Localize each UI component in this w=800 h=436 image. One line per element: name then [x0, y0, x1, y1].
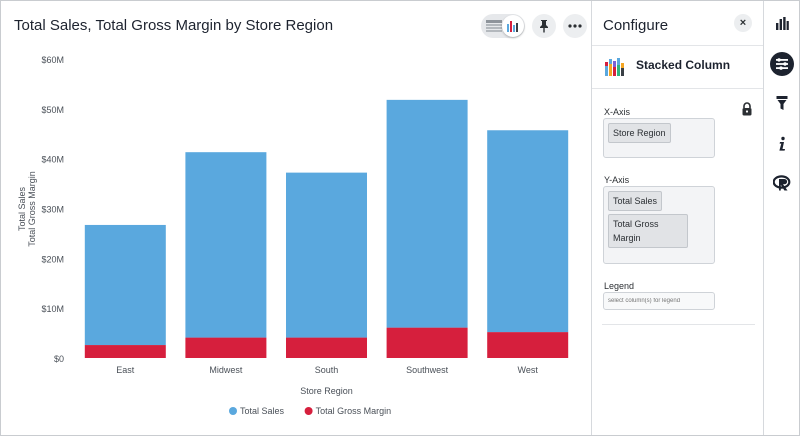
lock-icon[interactable]: [741, 102, 753, 116]
y-axis-title: Total Sales: [17, 186, 27, 231]
bar-segment: [84, 345, 166, 358]
y-tick-label: $30M: [41, 205, 64, 215]
x-tick-label: Midwest: [209, 365, 243, 375]
legend-label: Legend: [604, 281, 635, 291]
r-icon: [773, 175, 791, 191]
bar-segment: [84, 224, 166, 346]
bar-segment: [386, 99, 468, 328]
divider: [602, 324, 755, 325]
settings-icon: [776, 58, 788, 70]
yaxis-label: Y-Axis: [604, 175, 630, 185]
bar-segment: [487, 332, 569, 358]
more-button[interactable]: [563, 14, 587, 38]
configure-title: Configure: [603, 17, 669, 34]
filter-icon: [776, 96, 788, 110]
legend-input[interactable]: [603, 292, 715, 310]
settings-button[interactable]: [770, 52, 794, 76]
yaxis-drop-zone[interactable]: Total Sales Total Gross Margin: [603, 186, 715, 264]
yaxis-chip-total-gross-margin[interactable]: Total Gross Margin: [608, 214, 688, 248]
close-button[interactable]: ×: [734, 14, 752, 32]
bar-segment: [185, 152, 267, 338]
chart-area: Total Sales, Total Gross Margin by Store…: [1, 1, 591, 435]
y-tick-label: $20M: [41, 254, 64, 264]
chart-icon[interactable]: [502, 15, 524, 37]
chart-toolbar: [481, 14, 587, 38]
view-toggle[interactable]: [481, 14, 525, 38]
bar-chart-icon: [776, 17, 789, 30]
legend-label: Total Gross Margin: [316, 406, 392, 416]
chart-type-label[interactable]: Stacked Column: [636, 58, 731, 72]
configure-panel: Configure × Stacked Column X-Axis Store …: [591, 1, 764, 435]
side-rail: [763, 1, 799, 435]
legend-swatch: [304, 407, 313, 415]
y-axis-title: Total Gross Margin: [27, 171, 37, 247]
legend-swatch: [229, 407, 237, 415]
info-button[interactable]: [770, 132, 794, 156]
pin-button[interactable]: [532, 14, 556, 38]
table-icon[interactable]: [485, 18, 503, 34]
xaxis-chip-store-region[interactable]: Store Region: [608, 123, 671, 143]
y-tick-label: $50M: [41, 105, 64, 115]
x-tick-label: South: [315, 365, 339, 375]
r-script-button[interactable]: [770, 171, 794, 195]
pin-icon: [540, 20, 548, 33]
x-tick-label: East: [116, 365, 135, 375]
legend-label: Total Sales: [240, 406, 285, 416]
chart-title: Total Sales, Total Gross Margin by Store…: [14, 17, 334, 34]
x-axis-title: Store Region: [300, 386, 353, 396]
bar-chart-button[interactable]: [770, 11, 794, 35]
info-icon: [779, 136, 785, 151]
bar-segment: [386, 327, 468, 358]
xaxis-label: X-Axis: [604, 107, 631, 117]
y-tick-label: $10M: [41, 304, 64, 314]
divider: [592, 88, 764, 89]
more-icon: [568, 24, 582, 28]
yaxis-chip-total-sales[interactable]: Total Sales: [608, 191, 663, 211]
bar-segment: [286, 172, 367, 338]
y-tick-label: $40M: [41, 155, 64, 165]
y-tick-label: $0: [54, 354, 64, 364]
x-tick-label: West: [518, 365, 539, 375]
filter-button[interactable]: [770, 91, 794, 115]
y-tick-label: $60M: [41, 55, 64, 65]
bar-segment: [185, 337, 267, 358]
bar-segment: [286, 337, 367, 358]
xaxis-drop-zone[interactable]: Store Region: [603, 118, 715, 158]
divider: [592, 45, 764, 46]
stacked-column-icon[interactable]: [604, 56, 626, 76]
x-tick-label: Southwest: [406, 365, 449, 375]
bar-segment: [487, 130, 569, 333]
